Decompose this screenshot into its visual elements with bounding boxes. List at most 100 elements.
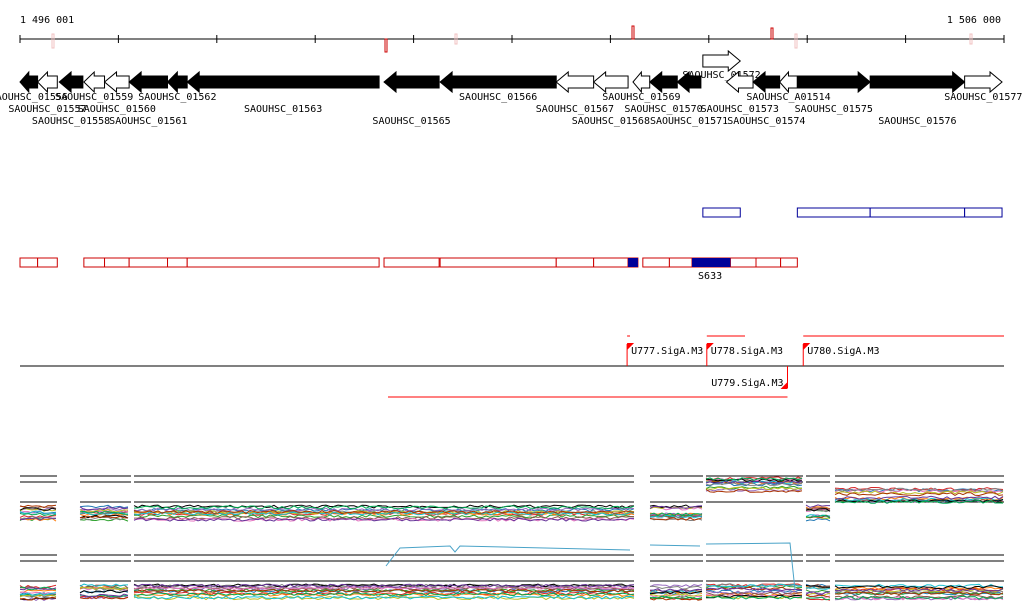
gene-arrow[interactable]	[632, 70, 651, 94]
minus-segment[interactable]	[383, 257, 440, 268]
expression-series-line	[805, 585, 831, 588]
expression-series-line	[649, 595, 703, 600]
plus-segment[interactable]	[964, 207, 1003, 218]
expression-series-line	[834, 595, 1004, 600]
expression-series-line	[805, 509, 831, 513]
gene-label: SAOUHSC_01558	[32, 116, 110, 127]
expression-series-line	[19, 517, 57, 522]
filled-segment[interactable]	[628, 258, 638, 267]
promoter-flag[interactable]	[803, 343, 811, 350]
expression-series-line	[649, 590, 703, 595]
axis-end-label: 1 506 000	[947, 15, 1001, 26]
expression-series-line	[705, 480, 803, 485]
gene-arrow[interactable]	[778, 70, 798, 94]
expression-series-line	[19, 515, 57, 519]
expression-series-line	[19, 507, 57, 511]
minus-segment[interactable]	[186, 257, 380, 268]
minus-segment[interactable]	[593, 257, 629, 268]
expression-series-line	[133, 595, 635, 600]
minus-segment[interactable]	[668, 257, 693, 268]
minus-segment[interactable]	[642, 257, 670, 268]
expression-series-line	[79, 515, 129, 519]
coordinate-axis: 1 496 001 1 506 000	[19, 15, 1005, 53]
gene-arrow[interactable]	[166, 70, 188, 94]
expression-series-line	[705, 480, 803, 484]
promoter-label: U777.SigA.M3	[631, 346, 703, 357]
gene-arrow[interactable]	[128, 70, 169, 94]
expression-series-line	[19, 591, 57, 595]
minus-segment[interactable]	[755, 257, 782, 268]
gene-arrow[interactable]	[869, 70, 966, 94]
expression-series-line	[834, 499, 1004, 504]
expression-series-line	[19, 505, 57, 510]
gene-label: SAOUHSC_01569	[602, 92, 680, 103]
gene-arrow[interactable]	[439, 70, 557, 94]
gene-arrow[interactable]	[796, 70, 871, 94]
s633-label: S633	[698, 271, 722, 282]
gene-arrow[interactable]	[648, 70, 678, 94]
minus-segment[interactable]	[128, 257, 169, 268]
minus-segment[interactable]	[555, 257, 595, 268]
gene-arrow[interactable]	[186, 70, 380, 94]
minus-segment[interactable]	[780, 257, 798, 268]
expression-series-line	[649, 505, 703, 510]
promoter-flag[interactable]	[780, 382, 788, 389]
gene-arrow[interactable]	[58, 70, 84, 94]
gene-arrow[interactable]	[19, 70, 39, 94]
expression-series-line	[79, 506, 129, 511]
minus-segment[interactable]	[104, 257, 130, 268]
plus-segment[interactable]	[869, 207, 966, 218]
gene-arrow[interactable]	[103, 70, 130, 94]
expression-series-line	[649, 584, 703, 588]
gene-label: SAOUHSC_01572	[682, 70, 760, 81]
expression-series-line	[133, 591, 635, 597]
promoter-label: U779.SigA.M3	[711, 378, 783, 389]
minus-segment[interactable]	[439, 257, 557, 268]
expression-series-line	[705, 591, 803, 596]
minus-segment[interactable]	[37, 257, 58, 268]
gene-label: SAOUHSC_01571	[650, 116, 728, 127]
expression-series-line	[834, 492, 1004, 497]
minus-segment[interactable]	[19, 257, 39, 268]
expression-series-line	[79, 516, 129, 521]
expression-series-line	[805, 587, 831, 590]
gene-arrow[interactable]	[83, 70, 106, 94]
promoter-flag[interactable]	[706, 343, 714, 350]
expression-series-line	[79, 508, 128, 513]
gene-label: SAOUHSC_01573	[701, 104, 779, 115]
expression-series-line	[805, 504, 830, 508]
gene-arrow[interactable]	[555, 70, 595, 94]
expression-series-line	[705, 485, 803, 490]
expression-series-line	[834, 591, 1004, 596]
plus-segment[interactable]	[702, 207, 741, 218]
gene-arrow[interactable]	[36, 70, 58, 94]
axis-feature-mark	[770, 27, 774, 40]
expression-series-line	[834, 585, 1004, 590]
s633-segment[interactable]	[692, 258, 731, 267]
gene-label: SAOUHSC_01576	[878, 116, 956, 127]
expression-series-line	[705, 477, 803, 481]
plus-segment[interactable]	[796, 207, 871, 218]
expression-highlight-line	[385, 542, 796, 591]
expression-series-line	[834, 488, 1004, 493]
gene-arrow[interactable]	[964, 70, 1003, 94]
expression-series-line	[133, 588, 634, 593]
promoter-label: U778.SigA.M3	[711, 346, 783, 357]
minus-segment[interactable]	[729, 257, 757, 268]
gene-arrow[interactable]	[676, 70, 702, 94]
expression-series-line	[705, 482, 803, 487]
expression-series-line	[19, 592, 57, 596]
gene-arrow[interactable]	[592, 70, 629, 94]
axis-feature-mark	[51, 33, 55, 49]
gene-arrow[interactable]	[383, 70, 440, 94]
axis-feature-mark	[794, 33, 798, 49]
gene-arrow[interactable]	[702, 49, 742, 73]
minus-segment[interactable]	[83, 257, 106, 268]
minus-segment[interactable]	[167, 257, 188, 268]
gene-label: SAOUHSC_01574	[727, 116, 805, 127]
promoter-flag[interactable]	[627, 343, 635, 350]
promoter-track: U777.SigA.M3 U778.SigA.M3 U780.SigA.M3 U779…	[20, 335, 1004, 398]
axis-start-label: 1 496 001	[20, 15, 74, 26]
expression-series-line	[834, 487, 1004, 492]
